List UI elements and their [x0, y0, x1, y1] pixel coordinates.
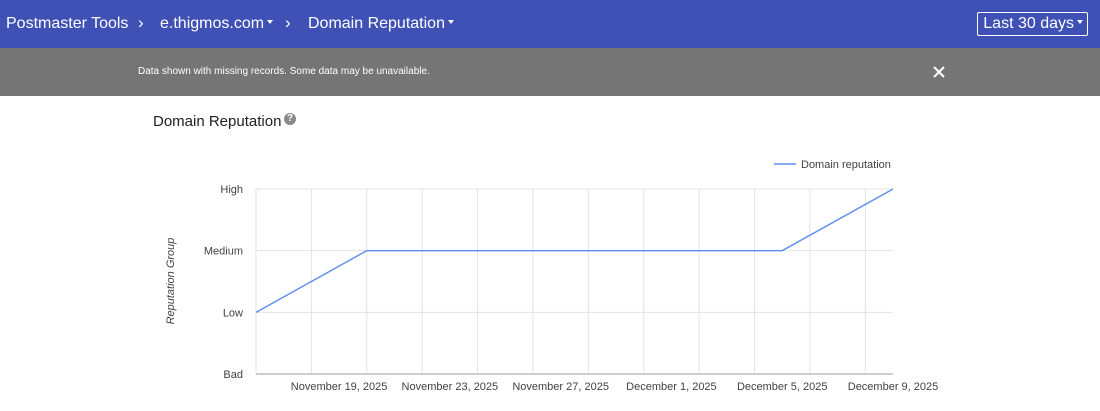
date-range-dropdown[interactable]: Last 30 days: [977, 12, 1088, 36]
y-tick-label: Bad: [223, 369, 243, 381]
breadcrumb-separator-icon: ›: [285, 13, 291, 32]
help-icon[interactable]: ?: [284, 113, 296, 125]
x-tick-label: November 19, 2025: [291, 381, 388, 393]
app-title[interactable]: Postmaster Tools: [6, 15, 129, 32]
domain-label: e.thigmos.com: [160, 15, 265, 32]
x-tick-label: November 23, 2025: [402, 381, 499, 393]
x-tick-label: December 5, 2025: [737, 381, 828, 393]
close-icon[interactable]: [931, 64, 947, 80]
panel-title: Domain Reputation: [153, 113, 282, 130]
legend-label: Domain reputation: [801, 159, 891, 171]
x-tick-label: November 27, 2025: [512, 381, 609, 393]
chevron-down-icon: [447, 19, 454, 24]
date-range-label: Last 30 days: [983, 15, 1074, 32]
y-tick-label: Low: [223, 307, 243, 319]
breadcrumb-separator-icon: ›: [138, 13, 144, 32]
domain-selector[interactable]: e.thigmos.com: [160, 0, 274, 48]
chevron-down-icon: [267, 19, 274, 24]
section-label: Domain Reputation: [308, 15, 445, 32]
y-axis-title: Reputation Group: [165, 238, 177, 325]
x-tick-label: December 9, 2025: [848, 381, 939, 393]
x-tick-label: December 1, 2025: [626, 381, 717, 393]
banner-message: Data shown with missing records. Some da…: [138, 66, 430, 77]
section-selector[interactable]: Domain Reputation: [308, 0, 454, 48]
y-tick-label: High: [220, 184, 243, 196]
chevron-down-icon: [1077, 19, 1083, 24]
y-tick-label: Medium: [204, 246, 243, 258]
top-app-bar: Postmaster Tools › e.thigmos.com › Domai…: [0, 0, 1100, 48]
missing-data-banner: Data shown with missing records. Some da…: [0, 48, 1100, 96]
series-line-domain-reputation: [255, 188, 894, 313]
